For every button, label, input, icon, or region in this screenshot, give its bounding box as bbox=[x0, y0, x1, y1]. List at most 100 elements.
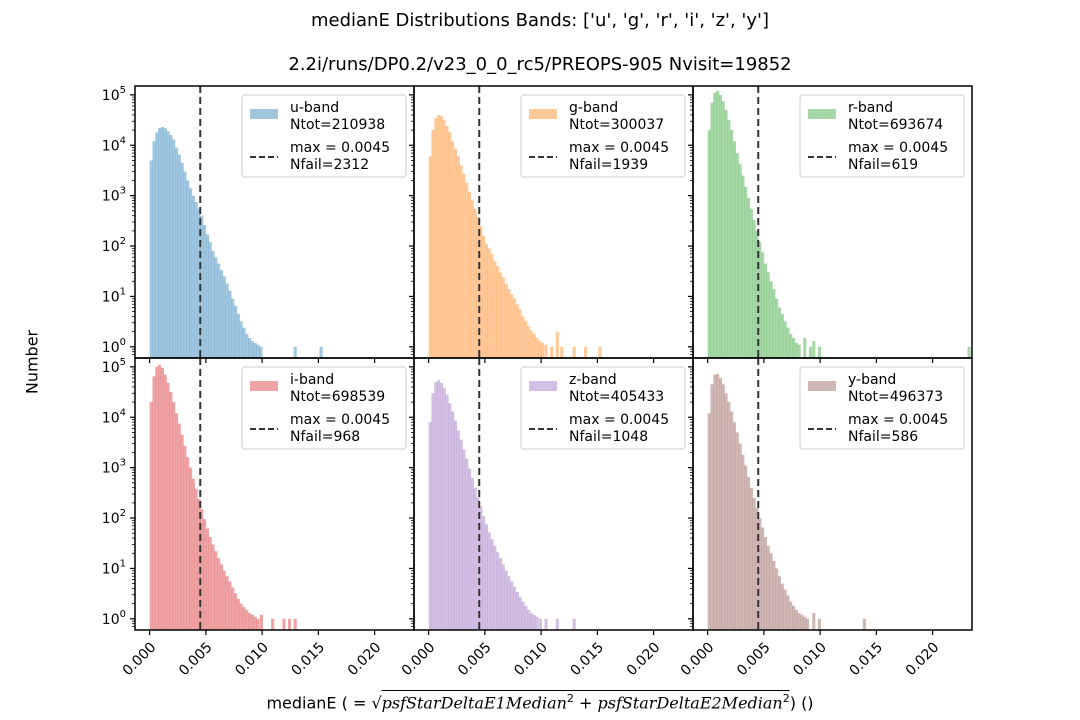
legend-ntot-label: Ntot=698539 bbox=[290, 389, 385, 405]
histogram-bar bbox=[710, 384, 714, 630]
x-tick-label: 0.010 bbox=[790, 639, 830, 679]
histogram-bar bbox=[716, 90, 720, 358]
histogram-bar bbox=[434, 117, 438, 358]
histogram-bar bbox=[468, 468, 472, 630]
histogram-bar bbox=[158, 128, 162, 358]
histogram-bar bbox=[732, 141, 737, 358]
x-axis-label-sqrt: psfStarDeltaE1Median2 + psfStarDeltaE2Me… bbox=[381, 690, 790, 713]
x-tick-label: 0.015 bbox=[846, 639, 886, 679]
figure-title: medianE Distributions Bands: ['u', 'g', … bbox=[310, 10, 770, 31]
histogram-bar bbox=[789, 601, 793, 630]
histogram-bar bbox=[155, 366, 159, 630]
histogram-bar bbox=[747, 477, 751, 630]
histogram-bar bbox=[527, 325, 531, 358]
histogram-bar bbox=[180, 162, 184, 358]
histogram-bar bbox=[772, 289, 776, 358]
histogram-bar bbox=[439, 382, 443, 630]
histogram-bar bbox=[169, 391, 173, 630]
histogram-bar bbox=[437, 379, 441, 630]
legend-max-label: max = 0.0045 bbox=[569, 140, 669, 156]
histogram-bar bbox=[479, 506, 483, 630]
histogram-bar bbox=[775, 298, 779, 358]
legend-nfail-label: Nfail=1048 bbox=[569, 429, 648, 445]
histogram-bar bbox=[186, 180, 190, 358]
histogram-bar bbox=[293, 346, 297, 358]
y-tick-label: 102 bbox=[102, 508, 126, 527]
histogram-bar bbox=[473, 487, 477, 630]
histogram-bar bbox=[744, 186, 748, 358]
histogram-bar bbox=[259, 346, 263, 358]
y-tick-label: 101 bbox=[102, 286, 126, 305]
legend-swatch bbox=[250, 381, 278, 391]
histogram-bar bbox=[783, 589, 787, 630]
y-tick-label: 103 bbox=[102, 186, 126, 205]
histogram-bar bbox=[470, 478, 474, 630]
histogram-bar bbox=[200, 509, 204, 630]
legend-swatch bbox=[529, 109, 557, 119]
histogram-bar bbox=[583, 346, 587, 358]
x-tick-label: 0.020 bbox=[624, 639, 664, 679]
y-tick-label: 101 bbox=[102, 558, 126, 577]
histogram-bar bbox=[250, 614, 254, 630]
x-axis-label-prefix: medianE ( = bbox=[266, 693, 372, 713]
y-tick-label: 102 bbox=[102, 236, 126, 255]
histogram-bar bbox=[794, 342, 798, 358]
histogram-bar bbox=[521, 316, 525, 358]
histogram-bar bbox=[253, 616, 257, 630]
histogram-bar bbox=[166, 131, 170, 358]
histogram-bar bbox=[271, 618, 275, 630]
histogram-bar bbox=[437, 114, 441, 359]
histogram-bar bbox=[496, 266, 500, 358]
histogram-bar bbox=[484, 524, 488, 630]
y-axis-label: Number bbox=[22, 329, 42, 395]
histogram-bar bbox=[456, 430, 460, 630]
histogram-bar bbox=[527, 609, 531, 630]
histogram-bar bbox=[459, 165, 463, 358]
legend-band-label: i-band bbox=[290, 372, 334, 388]
histogram-bar bbox=[524, 320, 528, 358]
histogram-bar bbox=[741, 175, 745, 358]
histogram-bar bbox=[231, 587, 235, 630]
histogram-bar bbox=[521, 601, 525, 630]
histogram-bar bbox=[572, 346, 576, 358]
histogram-bar bbox=[451, 141, 455, 358]
legend-max-label: max = 0.0045 bbox=[290, 140, 390, 156]
histogram-bar bbox=[510, 581, 514, 630]
histogram-bar bbox=[777, 307, 782, 358]
histogram-bar bbox=[214, 257, 218, 358]
histogram-bar bbox=[538, 618, 542, 630]
histogram-bar bbox=[524, 605, 528, 630]
histogram-bar bbox=[152, 376, 156, 630]
histogram-bar bbox=[256, 618, 260, 630]
legend-band-label: g-band bbox=[569, 100, 618, 116]
histogram-bar bbox=[428, 422, 432, 630]
histogram-bar bbox=[484, 243, 488, 358]
legend-box bbox=[241, 366, 407, 450]
histogram-bar bbox=[544, 618, 548, 630]
histogram-bar bbox=[498, 558, 503, 630]
histogram-bar bbox=[282, 618, 286, 630]
histogram-bar bbox=[234, 593, 238, 630]
histogram-bar bbox=[217, 558, 221, 630]
x-tick-label: 0.020 bbox=[345, 639, 385, 679]
histogram-bar bbox=[496, 552, 500, 630]
histogram-bar bbox=[786, 327, 790, 358]
histogram-bar bbox=[239, 321, 243, 358]
histogram-bar bbox=[794, 609, 798, 630]
y-tick-label: 104 bbox=[102, 407, 126, 426]
histogram-bar bbox=[718, 94, 722, 359]
histogram-bar bbox=[515, 304, 519, 358]
histogram-bar bbox=[248, 337, 252, 358]
x-tick-label: 0.010 bbox=[232, 639, 272, 679]
histogram-bar bbox=[163, 374, 167, 630]
histogram-bar bbox=[470, 200, 474, 358]
histogram-bar bbox=[288, 618, 292, 630]
histogram-bar bbox=[718, 378, 722, 630]
histogram-bar bbox=[763, 537, 767, 630]
histogram-bar bbox=[253, 342, 257, 358]
histogram-bar bbox=[716, 374, 720, 630]
histogram-bar bbox=[803, 616, 807, 630]
